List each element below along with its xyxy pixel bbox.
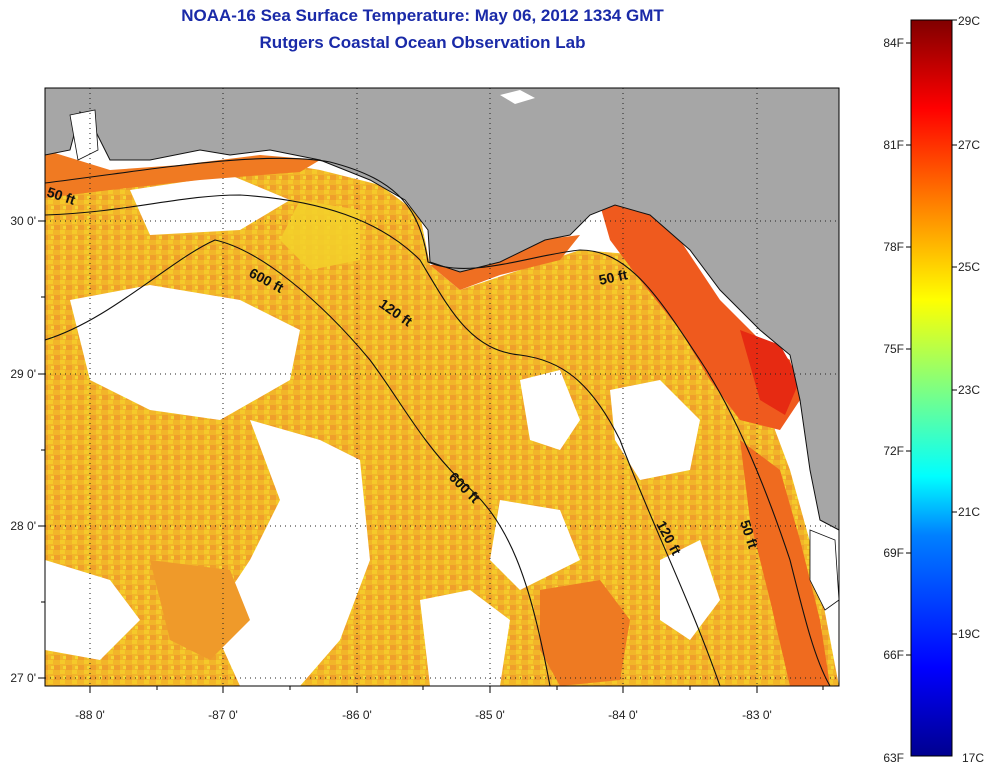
sst-field [45,150,839,686]
x-tick-label: -86 0' [342,708,372,722]
map-title: NOAA-16 Sea Surface Temperature: May 06,… [181,6,664,25]
colorbar-f-label: 75F [883,342,904,356]
colorbar-ticks [906,19,957,656]
land-mass [45,88,839,531]
contour-120ft [45,194,721,686]
y-tick-label: 28 0' [10,519,36,533]
colorbar-c-label: 17C [962,751,984,765]
contour-50ft [45,157,831,686]
colorbar [910,19,953,757]
colorbar-f-label: 66F [883,648,904,662]
colorbar-f-label: 72F [883,444,904,458]
x-tick-label: -87 0' [208,708,238,722]
x-tick-label: -83 0' [742,708,772,722]
colorbar-c-label: 29C [958,14,980,28]
y-tick-label: 29 0' [10,367,36,381]
contour-600ft [45,239,551,686]
y-tick-label: 27 0' [10,671,36,685]
colorbar-c-label: 25C [958,260,980,274]
colorbar-f-label: 84F [883,36,904,50]
y-tick-label: 30 0' [10,214,36,228]
x-tick-label: -85 0' [475,708,505,722]
tick-marks [38,220,824,693]
x-tick-label: -88 0' [75,708,105,722]
colorbar-c-label: 27C [958,138,980,152]
contour-label: 50 ft [597,266,629,288]
colorbar-c-label: 19C [958,627,980,641]
colorbar-f-label: 81F [883,138,904,152]
x-tick-label: -84 0' [608,708,638,722]
bathymetry-contours [45,157,831,686]
map-frame [44,87,840,687]
colorbar-f-label: 63F [883,751,904,765]
colorbar-c-label: 21C [958,505,980,519]
colorbar-f-label: 78F [883,240,904,254]
map-subtitle: Rutgers Coastal Ocean Observation Lab [259,33,586,52]
colorbar-f-label: 69F [883,546,904,560]
map-area [45,88,839,686]
colorbar-c-label: 23C [958,383,980,397]
